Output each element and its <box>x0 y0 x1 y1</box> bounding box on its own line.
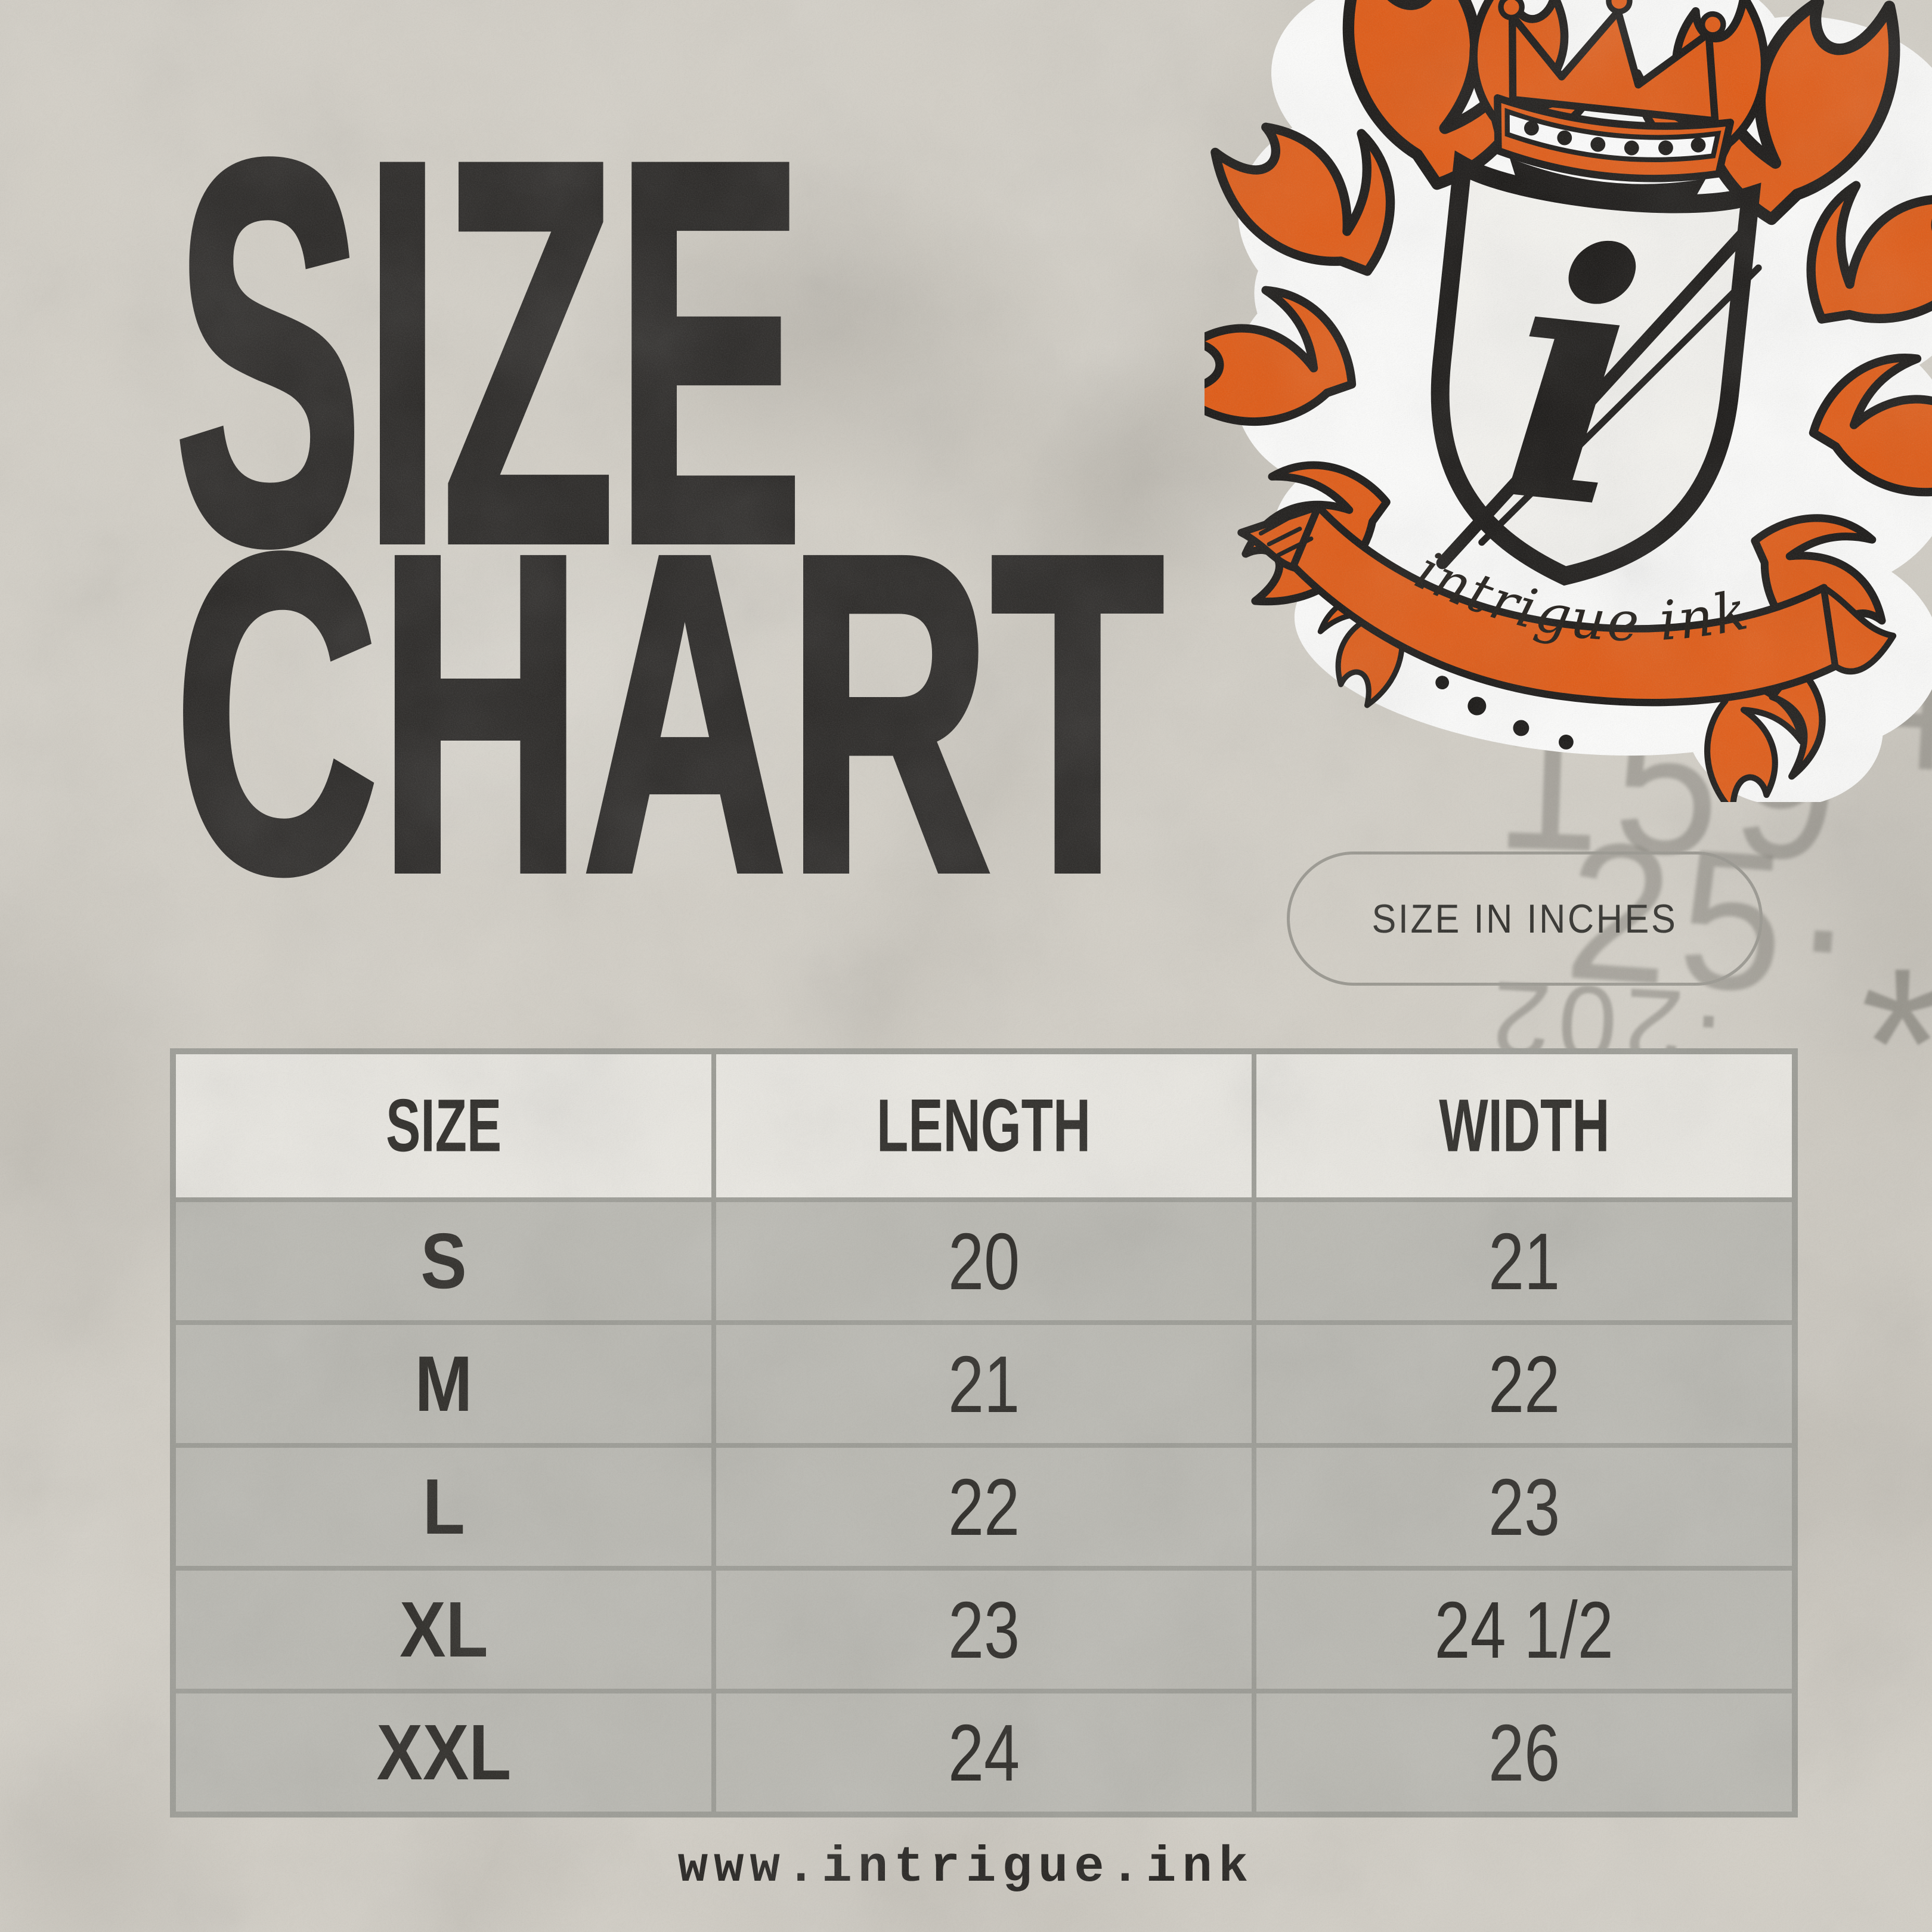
table-cell: 23 <box>1256 1448 1792 1566</box>
table-header-cell-length: LENGTH <box>716 1054 1252 1197</box>
width-value: 26 <box>1488 1713 1560 1793</box>
table-cell: 21 <box>716 1325 1252 1443</box>
table-cell: M <box>176 1325 711 1443</box>
width-value: 22 <box>1488 1344 1560 1425</box>
table-cell: XL <box>176 1571 711 1689</box>
length-value: 24 <box>948 1713 1020 1793</box>
length-value: 21 <box>948 1344 1020 1425</box>
table-cell: 23 <box>716 1571 1252 1689</box>
length-value: 22 <box>948 1467 1020 1547</box>
size-value: S <box>420 1222 466 1301</box>
length-value: 20 <box>948 1221 1020 1302</box>
width-value: 24 1/2 <box>1435 1590 1614 1670</box>
ghost-asterisk-mark: * <box>1860 936 1932 1151</box>
size-value: XXL <box>376 1713 511 1792</box>
table-cell: 24 <box>716 1693 1252 1812</box>
table-cell: 20 <box>716 1202 1252 1320</box>
size-unit-badge: SIZE IN INCHES <box>1287 852 1763 986</box>
header-label: WIDTH <box>1439 1088 1609 1163</box>
table-cell: L <box>176 1448 711 1566</box>
table-header-cell-size: SIZE <box>176 1054 711 1197</box>
table-cell: 24 1/2 <box>1256 1571 1792 1689</box>
table-header-cell-width: WIDTH <box>1256 1054 1792 1197</box>
table-cell: S <box>176 1202 711 1320</box>
table-cell: 22 <box>716 1448 1252 1566</box>
table-cell: 22 <box>1256 1325 1792 1443</box>
width-value: 23 <box>1488 1467 1560 1547</box>
page-title-line2: CHART <box>174 462 1164 954</box>
size-chart-table: SIZE LENGTH WIDTH S 20 21 M 21 22 L 22 2… <box>170 1048 1798 1818</box>
table-cell: 26 <box>1256 1693 1792 1812</box>
table-cell: XXL <box>176 1693 711 1812</box>
length-value: 23 <box>948 1590 1020 1670</box>
table-cell: 21 <box>1256 1202 1792 1320</box>
width-value: 21 <box>1488 1221 1560 1302</box>
size-value: L <box>423 1467 465 1546</box>
size-unit-badge-label: SIZE IN INCHES <box>1372 896 1678 942</box>
brand-crest-logo: i intrigue ink <box>1205 0 1932 802</box>
header-label: LENGTH <box>877 1088 1091 1163</box>
size-value: M <box>415 1345 473 1423</box>
website-url: www.intrigue.ink <box>678 1840 1255 1896</box>
footer: www.intrigue.ink <box>0 1840 1932 1905</box>
size-chart-page: 159 + 25· ·202 * SIZE CHART <box>0 0 1932 1932</box>
page-title: SIZE CHART <box>0 0 1312 954</box>
header-label: SIZE <box>386 1088 501 1163</box>
size-value: XL <box>400 1590 488 1669</box>
